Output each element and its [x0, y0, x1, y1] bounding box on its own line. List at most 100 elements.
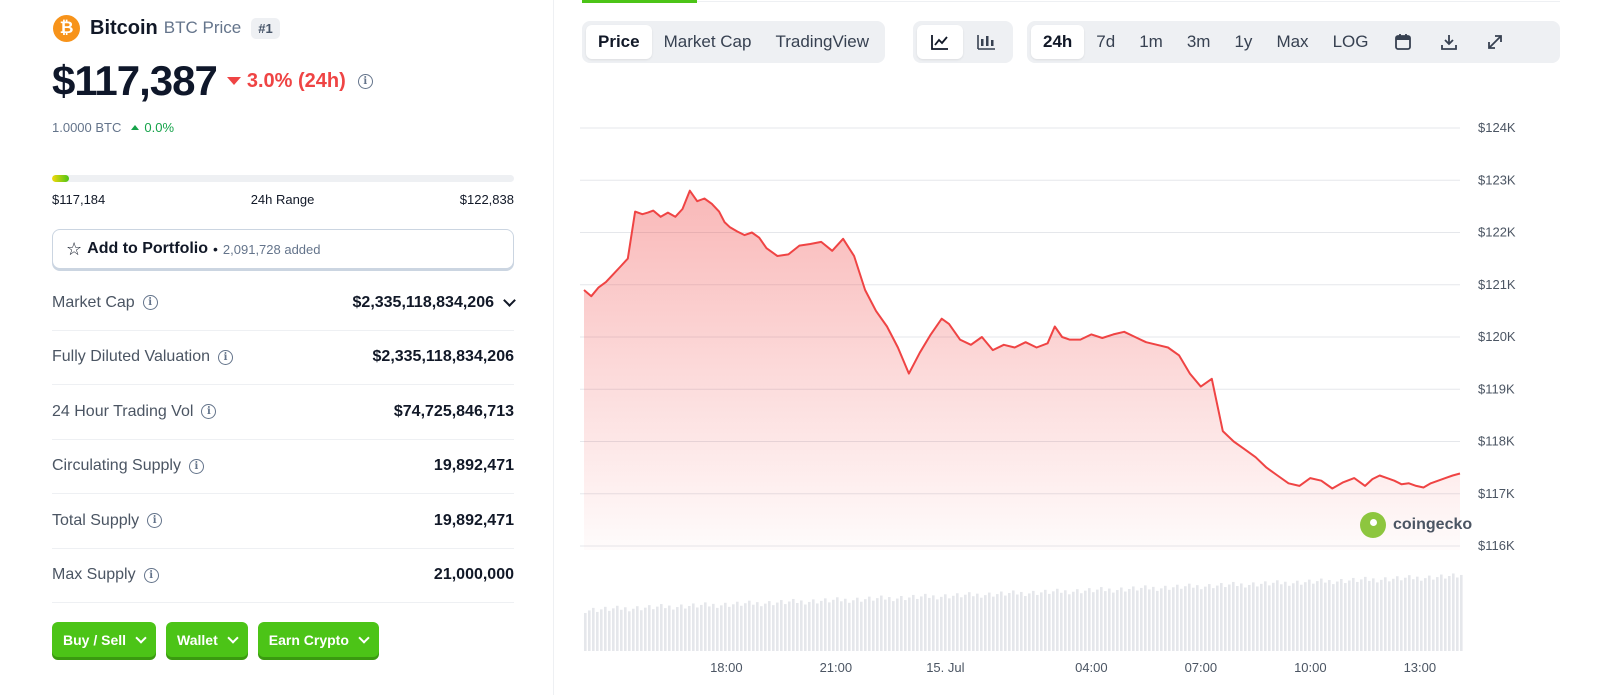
volume-bar [768, 601, 771, 651]
volume-bar [1284, 581, 1287, 651]
volume-bar [592, 607, 595, 651]
volume-bar [1004, 595, 1007, 651]
volume-bar [1396, 576, 1399, 651]
info-icon[interactable]: i [357, 73, 373, 89]
volume-bar [1448, 576, 1451, 651]
tab-price[interactable]: Price [586, 25, 652, 59]
volume-bar [1228, 584, 1231, 651]
info-icon[interactable]: i [218, 349, 234, 365]
volume-bar [1080, 593, 1083, 651]
active-tab-indicator [582, 0, 697, 3]
volume-bar [764, 603, 767, 651]
volume-bar [1348, 580, 1351, 651]
volume-bar [624, 607, 627, 651]
range-labels: $117,184 24h Range $122,838 [52, 192, 514, 207]
volume-bar [1368, 580, 1371, 651]
volume-bar [1256, 586, 1259, 651]
volume-bar [1428, 575, 1431, 651]
volume-bar [904, 600, 907, 651]
expand-icon[interactable] [1472, 25, 1518, 59]
volume-bar [1388, 581, 1391, 651]
volume-bar [1140, 587, 1143, 651]
volume-bar [784, 604, 787, 651]
y-tick-label: $124K [1478, 120, 1516, 135]
info-icon[interactable]: i [142, 295, 158, 311]
coin-name: Bitcoin [90, 16, 158, 39]
range-7d[interactable]: 7d [1096, 32, 1116, 51]
range-24h[interactable]: 24h [1031, 25, 1085, 59]
volume-bar [1160, 588, 1163, 651]
volume-bar [752, 604, 755, 651]
volume-bar [744, 603, 747, 651]
market-cap-dropdown[interactable]: $2,335,118,834,206 [353, 294, 516, 312]
tab-market-cap[interactable]: Market Cap [663, 32, 752, 51]
volume-bar [728, 606, 731, 651]
volume-bar [1096, 589, 1099, 651]
price-chart[interactable]: $124K $123K $122K $121K $120K $119K $118K $117K… [580, 100, 1550, 680]
range-max[interactable]: Max [1276, 32, 1309, 51]
volume-bar [972, 596, 975, 651]
info-icon[interactable]: i [143, 567, 159, 583]
volume-bar [688, 605, 691, 651]
volume-bar [900, 595, 903, 651]
volume-bar [920, 596, 923, 651]
volume-bar [1072, 591, 1075, 651]
volume-bar [956, 593, 959, 651]
volume-bar [928, 597, 931, 651]
volume-bar [796, 603, 799, 651]
volume-bar [1264, 581, 1267, 651]
volume-bar [1112, 592, 1115, 651]
tab-tradingview[interactable]: TradingView [775, 32, 870, 51]
volume-bar [1316, 581, 1319, 651]
x-tick-label: 18:00 [710, 660, 743, 675]
wallet-button[interactable]: Wallet [166, 622, 248, 657]
stat-value: $2,335,118,834,206 [372, 348, 514, 366]
info-icon[interactable]: i [201, 404, 217, 420]
stat-label: Fully Diluted Valuation [52, 348, 211, 366]
volume-bar [888, 597, 891, 651]
coingecko-watermark: coingecko [1360, 512, 1472, 538]
volume-bar [988, 592, 991, 651]
price-line [583, 189, 1461, 490]
portfolio-label: Add to Portfolio [87, 240, 208, 257]
volume-bar [1356, 581, 1359, 651]
earn-crypto-button[interactable]: Earn Crypto [257, 622, 379, 657]
range-1m[interactable]: 1m [1139, 32, 1163, 51]
buy-sell-button[interactable]: Buy / Sell [52, 622, 157, 657]
volume-bar [1068, 594, 1071, 651]
volume-bar [1248, 584, 1251, 651]
range-3m[interactable]: 3m [1186, 32, 1211, 51]
download-icon[interactable] [1426, 25, 1472, 59]
candlestick-icon[interactable] [963, 25, 1009, 59]
volume-bar [724, 602, 727, 651]
volume-bar [1408, 575, 1411, 651]
volume-bar [1000, 591, 1003, 651]
calendar-icon[interactable] [1380, 25, 1426, 59]
volume-bar [832, 599, 835, 651]
info-icon[interactable]: i [147, 513, 163, 529]
volume-bar [1304, 582, 1307, 651]
line-chart-icon[interactable] [917, 25, 963, 59]
btc-change: 0.0% [131, 120, 174, 135]
volume-bar [1128, 588, 1131, 651]
volume-bar [1100, 587, 1103, 651]
volume-bar [916, 598, 919, 651]
info-icon[interactable]: i [188, 458, 204, 474]
volume-bar [772, 605, 775, 651]
volume-bar [1040, 592, 1043, 651]
volume-bar [1184, 586, 1187, 651]
volume-bar [1292, 583, 1295, 651]
y-tick-label: $118K [1478, 434, 1515, 449]
volume-bar [1056, 588, 1059, 651]
volume-bar [1400, 580, 1403, 651]
y-tick-label: $119K [1478, 381, 1515, 396]
volume-bar [1360, 579, 1363, 651]
log-scale-toggle[interactable]: LOG [1332, 32, 1369, 51]
volume-bar [788, 601, 791, 651]
volume-bar [1108, 588, 1111, 651]
volume-bar [1028, 593, 1031, 651]
range-1y[interactable]: 1y [1234, 32, 1253, 51]
volume-bar [1204, 586, 1207, 651]
volume-bar [1332, 584, 1335, 651]
add-to-portfolio-button[interactable]: ☆ Add to Portfolio • 2,091,728 added [52, 229, 514, 269]
